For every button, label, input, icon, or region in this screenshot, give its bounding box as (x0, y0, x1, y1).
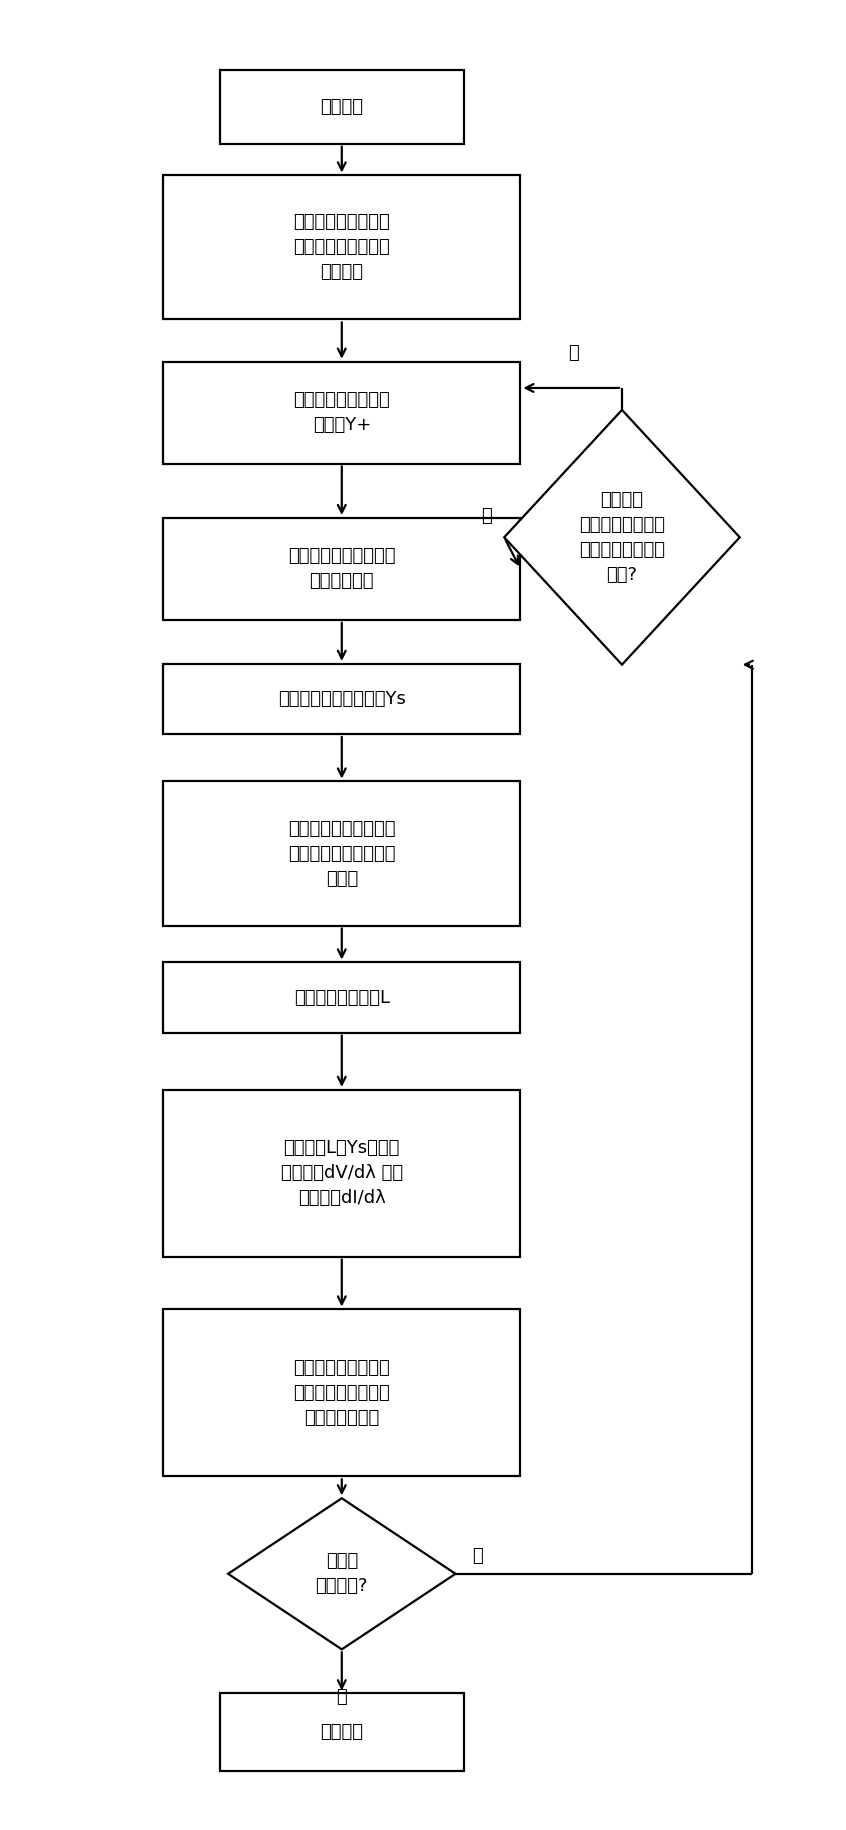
FancyBboxPatch shape (163, 1310, 520, 1477)
Text: 网络拓扑
发生变化或者发电
机无功输出达到限
制值?: 网络拓扑 发生变化或者发电 机无功输出达到限 制值? (579, 490, 665, 584)
Text: 形成网络化简后的导
纳矩阵Y+: 形成网络化简后的导 纳矩阵Y+ (294, 392, 390, 434)
Polygon shape (228, 1499, 455, 1649)
Text: 输入电源节点的电压向
量和无功出力: 输入电源节点的电压向 量和无功出力 (288, 547, 396, 591)
Text: 是: 是 (568, 344, 579, 362)
Text: 计算等效系统导纳矩阵Ys: 计算等效系统导纳矩阵Ys (277, 690, 406, 708)
FancyBboxPatch shape (220, 1693, 464, 1771)
Text: 计算下
一个状态?: 计算下 一个状态? (316, 1552, 368, 1596)
Text: 是: 是 (472, 1546, 482, 1565)
Text: 根据矩阵L和Ys求解电
压灵敏度dV/dλ 和电
流灵敏度dI/dλ: 根据矩阵L和Ys求解电 压灵敏度dV/dλ 和电 流灵敏度dI/dλ (281, 1140, 403, 1208)
Text: 否: 否 (481, 507, 492, 525)
Polygon shape (504, 410, 739, 664)
Text: 计算结束: 计算结束 (321, 1722, 363, 1740)
FancyBboxPatch shape (163, 518, 520, 620)
FancyBboxPatch shape (163, 1091, 520, 1257)
FancyBboxPatch shape (163, 362, 520, 463)
Text: 计算负荷的电压稳定
指标，评估系统此状
态的电压稳定性: 计算负荷的电压稳定 指标，评估系统此状 态的电压稳定性 (294, 1360, 390, 1427)
Text: 否: 否 (337, 1687, 347, 1706)
Text: 启动计算: 启动计算 (321, 97, 363, 115)
Text: 输入负荷节点的电压向
量、电流向量和静态负
荷模型: 输入负荷节点的电压向 量、电流向量和静态负 荷模型 (288, 820, 396, 888)
FancyBboxPatch shape (163, 176, 520, 320)
Text: 计算负荷特征矩阵L: 计算负荷特征矩阵L (294, 988, 390, 1007)
Text: 输入网络阻抗参数、
拓扑结构、以及节点
分类信息: 输入网络阻抗参数、 拓扑结构、以及节点 分类信息 (294, 214, 390, 282)
FancyBboxPatch shape (163, 664, 520, 734)
FancyBboxPatch shape (220, 70, 464, 145)
FancyBboxPatch shape (163, 963, 520, 1032)
FancyBboxPatch shape (163, 781, 520, 926)
